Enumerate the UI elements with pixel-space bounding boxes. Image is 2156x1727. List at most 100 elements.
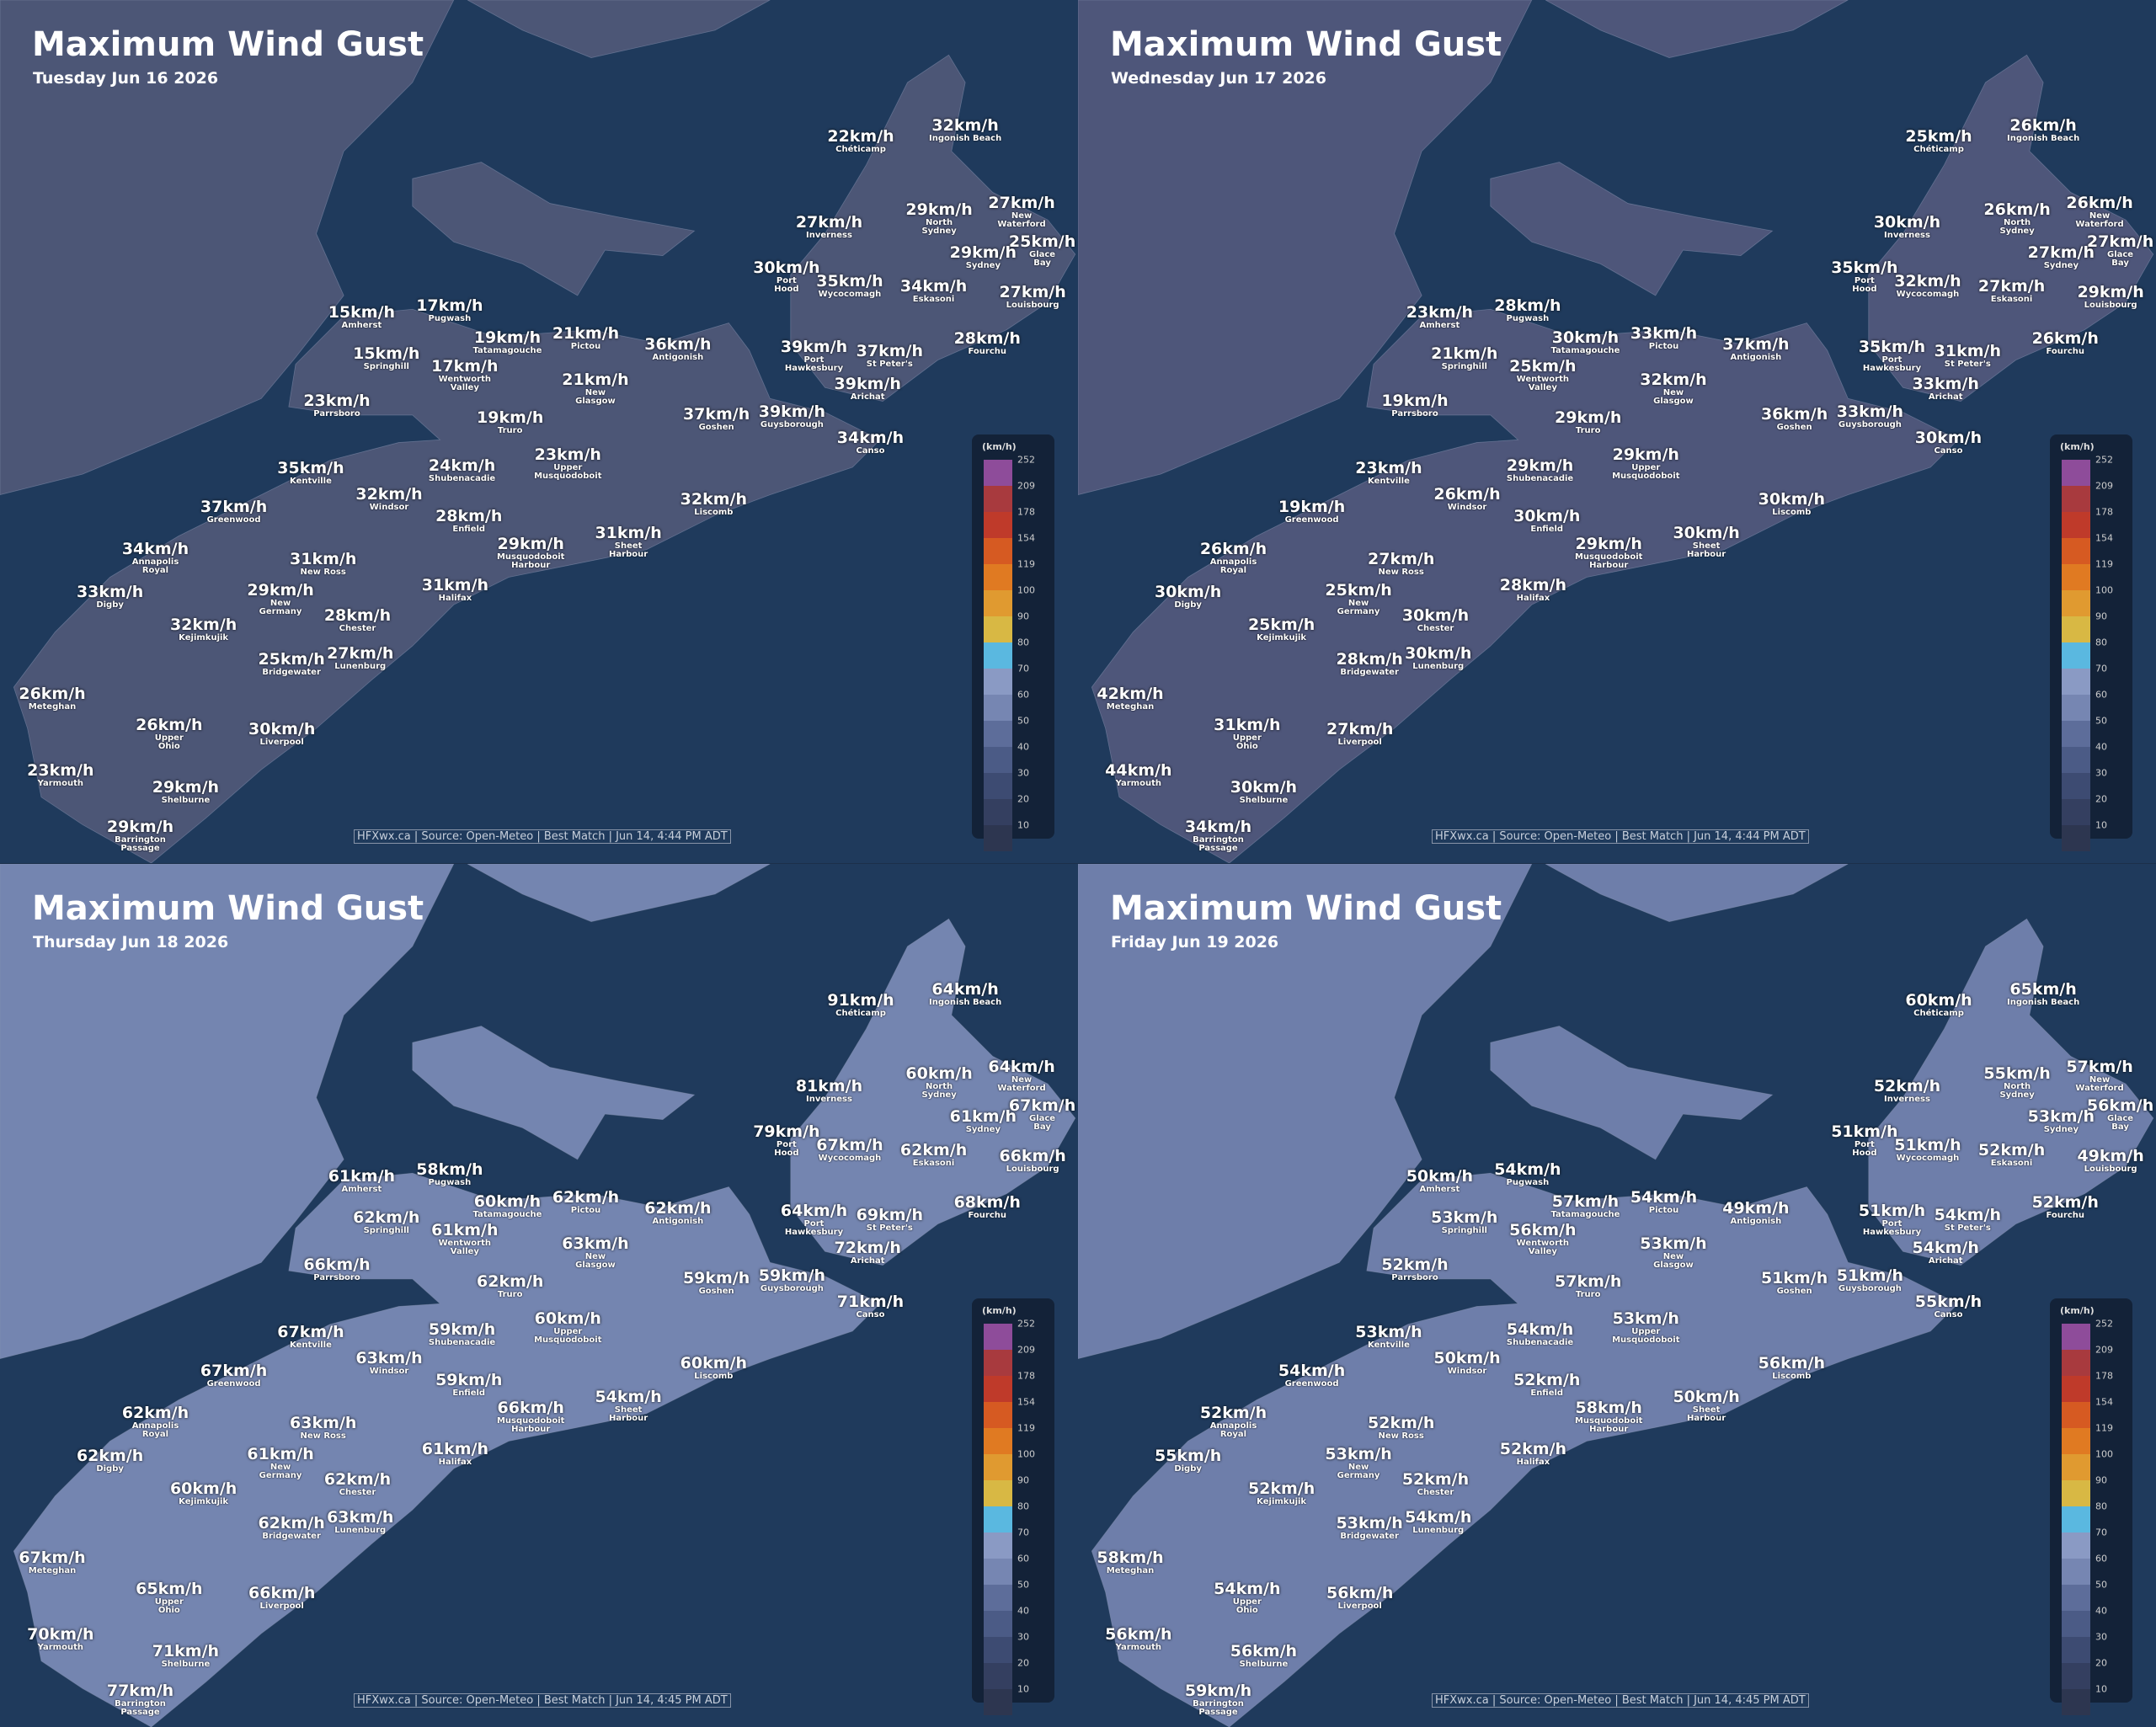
map-date: Wednesday Jun 17 2026	[1111, 69, 1326, 88]
wind-gust: 15km/h	[353, 344, 420, 364]
place-name: Goshen	[1776, 423, 1812, 433]
city-label: 24km/h Shubenacadie	[429, 457, 495, 483]
wind-gust: 57km/h	[2066, 1057, 2133, 1076]
city-label: 60km/h Upper Musquodoboit	[534, 1310, 601, 1345]
city-label: 52km/h Eskasoni	[1978, 1143, 2045, 1168]
wind-gust: 29km/h	[1612, 445, 1679, 464]
map-panel: Maximum Wind Gust Thursday Jun 18 2026 91k…	[0, 864, 1078, 1727]
place-name: Louisbourg	[1006, 300, 1059, 310]
place-name: Lunenburg	[1412, 662, 1465, 672]
place-name: Windsor	[369, 1366, 409, 1376]
wind-gust: 54km/h	[1405, 1508, 1472, 1527]
wind-gust: 23km/h	[303, 391, 371, 410]
legend-swatch	[2062, 616, 2090, 642]
city-label: 33km/h Arichat	[1913, 376, 1979, 402]
wind-gust: 27km/h	[2027, 243, 2095, 262]
city-label: 34km/h Barrington Passage	[1185, 819, 1251, 853]
legend-label: 80	[1017, 1500, 1029, 1512]
footer: HFXwx.ca | Source: Open-Meteo | Best Mat…	[354, 1693, 731, 1708]
legend: (km/h) 252 209 178 154 119 100 90 80 70 60 50 40 30 20…	[2050, 1298, 2132, 1715]
legend-swatch	[2062, 512, 2090, 538]
wind-gust: 59km/h	[1184, 1682, 1252, 1701]
wind-gust: 52km/h	[1247, 1479, 1315, 1499]
wind-gust: 23km/h	[1406, 303, 1474, 322]
wind-gust: 49km/h	[1722, 1199, 1790, 1218]
city-label: 25km/h Chéticamp	[1905, 129, 1972, 154]
place-name: New Waterford	[997, 1074, 1046, 1093]
wind-gust: 17km/h	[431, 357, 499, 376]
place-name: Sydney	[965, 260, 1001, 270]
place-name: Musquodoboit Harbour	[1574, 1415, 1643, 1434]
city-label: 27km/h Liverpool	[1326, 722, 1393, 747]
place-name: Sheet Harbour	[1687, 541, 1726, 559]
place-name: Sydney	[2043, 260, 2079, 270]
place-name: Bridgewater	[1340, 667, 1399, 677]
wind-gust: 26km/h	[136, 716, 203, 735]
place-name: Port Hood	[774, 275, 799, 294]
wind-gust: 35km/h	[1858, 338, 1926, 357]
wind-gust: 57km/h	[1551, 1191, 1620, 1211]
place-name: Lunenburg	[334, 662, 387, 672]
city-label: 33km/h Digby	[77, 584, 143, 610]
land	[1545, 0, 1849, 58]
wind-gust: 36km/h	[1760, 405, 1828, 424]
wind-gust: 54km/h	[595, 1387, 662, 1406]
place-name: New Germany	[259, 599, 302, 617]
place-name: Upper Ohio	[154, 733, 184, 752]
legend-swatch	[2062, 1350, 2090, 1376]
city-label: 62km/h Pictou	[552, 1189, 619, 1215]
wind-gust: 32km/h	[355, 484, 423, 504]
wind-gust: 25km/h	[1509, 357, 1577, 376]
city-label: 33km/h Guysborough	[1837, 404, 1903, 429]
wind-gust: 58km/h	[1097, 1548, 1164, 1567]
place-name: Musquodoboit Harbour	[496, 552, 565, 570]
wind-gust: 62km/h	[121, 1404, 189, 1423]
place-name: Inverness	[806, 230, 852, 240]
legend-label: 40	[2095, 1605, 2107, 1617]
place-name: North Sydney	[921, 1082, 957, 1100]
place-name: North Sydney	[1999, 1082, 2035, 1100]
map-panel: Maximum Wind Gust Wednesday Jun 17 2026 25…	[1078, 0, 2156, 863]
wind-gust: 55km/h	[1914, 1293, 1983, 1312]
legend-swatch	[984, 1663, 1012, 1689]
wind-gust: 39km/h	[834, 375, 901, 394]
city-label: 25km/h Bridgewater	[258, 651, 324, 677]
place-name: Chéticamp	[835, 145, 886, 155]
wind-gust: 54km/h	[1494, 1160, 1561, 1180]
city-label: 27km/h Inverness	[796, 214, 862, 240]
place-name: Lunenburg	[1412, 1526, 1465, 1536]
place-name: New Ross	[300, 1431, 346, 1441]
legend-swatch	[2062, 1585, 2090, 1611]
wind-gust: 37km/h	[200, 497, 268, 516]
legend-label: 119	[1017, 558, 1035, 570]
legend-label: 10	[2095, 1683, 2107, 1695]
place-name: Glace Bay	[1029, 249, 1056, 268]
wind-gust: 59km/h	[435, 1371, 503, 1390]
city-label: 59km/h Shubenacadie	[429, 1321, 495, 1347]
wind-gust: 29km/h	[1575, 534, 1642, 553]
city-label: 23km/h Amherst	[1406, 305, 1473, 330]
city-label: 27km/h Lunenburg	[327, 646, 393, 671]
legend-label: 178	[2095, 1370, 2113, 1382]
place-name: Liscomb	[1772, 508, 1812, 518]
place-name: Arichat	[1928, 392, 1963, 402]
legend-label: 80	[2095, 1500, 2107, 1512]
wind-gust: 56km/h	[1509, 1221, 1577, 1240]
map-title: Maximum Wind Gust	[32, 25, 424, 64]
place-name: Liverpool	[259, 738, 304, 748]
legend-swatch	[984, 486, 1012, 512]
city-label: 25km/h Wentworth Valley	[1509, 359, 1576, 392]
city-label: 26km/h Ingonish Beach	[2007, 118, 2079, 143]
wind-gust: 30km/h	[1758, 490, 1826, 509]
place-name: Upper Ohio	[1232, 733, 1262, 752]
legend-swatch	[984, 721, 1012, 747]
wind-gust: 53km/h	[1336, 1513, 1403, 1532]
city-label: 60km/h Tatamagouche	[472, 1193, 542, 1219]
wind-gust: 37km/h	[682, 405, 750, 424]
place-name: Arichat	[1928, 1256, 1963, 1266]
place-name: Upper Musquodoboit	[534, 462, 602, 481]
place-name: Wentworth Valley	[1516, 1239, 1569, 1257]
wind-gust: 28km/h	[1336, 649, 1403, 669]
place-name: Pictou	[1648, 1205, 1679, 1215]
legend-swatch	[984, 1585, 1012, 1611]
